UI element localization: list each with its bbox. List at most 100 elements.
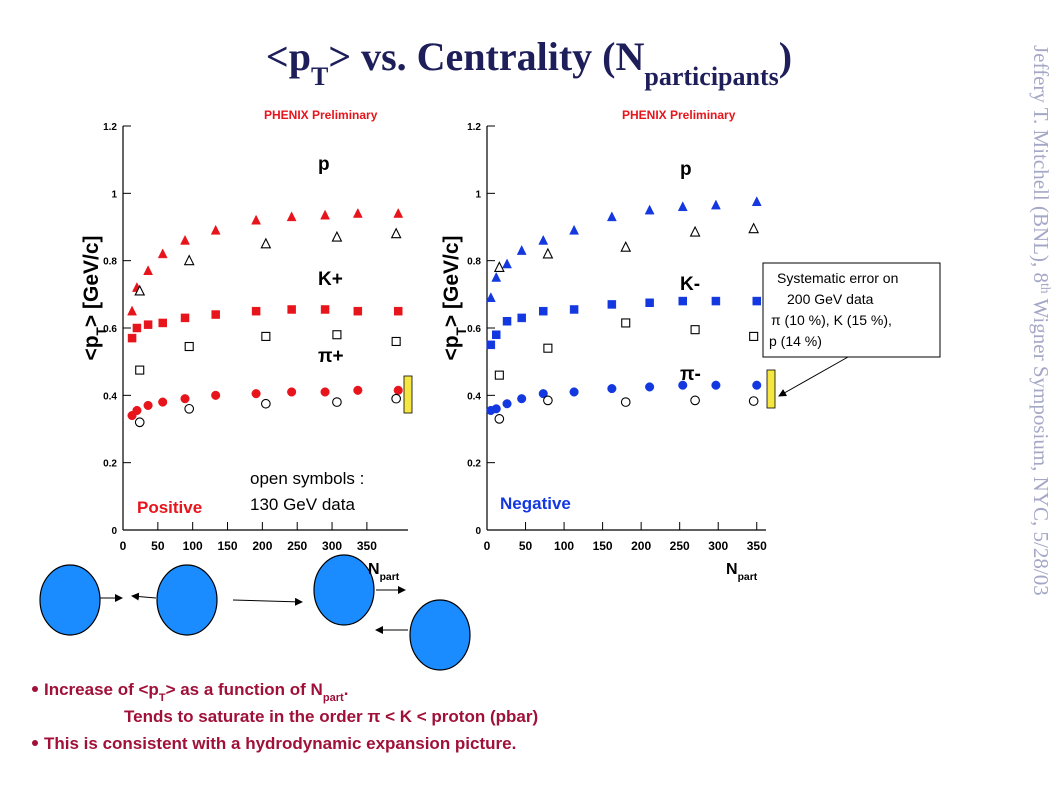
point [539, 306, 548, 316]
x-axis-label-part: N [368, 561, 380, 578]
slide-title-part: > vs. Centrality (N [328, 34, 644, 79]
point [390, 227, 402, 239]
slide-title: <pT> vs. Centrality (Nparticipants) [266, 34, 792, 91]
point [538, 389, 548, 399]
point [710, 199, 721, 210]
point [251, 306, 261, 316]
x-tick-label: 0 [484, 539, 491, 553]
point [569, 387, 579, 397]
annotation: PHENIX Preliminary [622, 108, 736, 122]
open-symbols-note: 130 GeV data [250, 495, 355, 514]
x-tick-label: 250 [670, 539, 690, 553]
point [320, 209, 330, 220]
point [134, 417, 145, 428]
series-label: K- [680, 274, 700, 295]
point [287, 387, 297, 397]
y-axis-label: <pT> [GeV/c] [440, 235, 469, 360]
panel-label: Positive [137, 498, 202, 517]
bullet [32, 686, 38, 692]
y-tick-label: 1.2 [103, 122, 117, 133]
point [286, 211, 297, 222]
systematic-note: p (14 %) [769, 333, 822, 349]
point [180, 234, 190, 245]
point [260, 398, 271, 409]
point [132, 323, 142, 333]
bullet-text-part: Tends to saturate in the order π < K < p… [124, 707, 538, 726]
series-label: π- [680, 364, 701, 385]
point [494, 370, 504, 380]
point [491, 404, 501, 414]
point [485, 292, 496, 302]
point [352, 207, 363, 218]
point [158, 397, 168, 407]
point [517, 394, 527, 404]
systematic-note: 200 GeV data [787, 291, 874, 307]
bullet-text: This is consistent with a hydrodynamic e… [44, 734, 516, 753]
point [542, 247, 554, 259]
y-tick-label: 0 [111, 526, 117, 537]
note-arrow [778, 356, 849, 397]
point [569, 224, 579, 235]
point [157, 248, 168, 259]
point [711, 296, 721, 306]
x-tick-label: 300 [322, 539, 342, 553]
point [353, 385, 363, 395]
point [491, 330, 501, 339]
x-tick-label: 200 [631, 539, 651, 553]
y-tick-label: 0.2 [467, 459, 481, 470]
nucleus [156, 564, 218, 636]
point [493, 261, 505, 272]
x-tick-label: 150 [218, 539, 238, 553]
point [184, 341, 194, 352]
point [331, 230, 343, 242]
point [132, 405, 142, 416]
point [211, 310, 220, 319]
point [260, 237, 272, 249]
x-tick-label: 50 [151, 539, 165, 553]
point [751, 196, 762, 206]
y-axis-label-part: T [94, 326, 109, 335]
bullet-text-part: This is consistent with a hydrodynamic e… [44, 734, 516, 753]
annotation: PHENIX Preliminary [264, 108, 378, 122]
y-tick-label: 0.2 [103, 459, 117, 470]
y-tick-label: 0.8 [467, 257, 481, 268]
point [183, 254, 195, 266]
x-tick-label: 350 [747, 539, 767, 553]
point [644, 204, 655, 215]
x-axis-label: Npart [368, 561, 400, 583]
x-tick-label: 200 [252, 539, 272, 553]
bullet [32, 740, 38, 746]
point [517, 313, 526, 323]
point [180, 394, 190, 404]
point [677, 201, 688, 212]
point [391, 393, 402, 404]
point [261, 331, 271, 341]
point [690, 325, 700, 335]
point [134, 284, 146, 296]
point [620, 240, 632, 252]
point [538, 234, 549, 245]
nucleus [409, 599, 471, 671]
series-label: p [680, 159, 692, 180]
point [607, 300, 617, 309]
point [393, 385, 403, 395]
point [748, 222, 760, 234]
series-label: K+ [318, 269, 343, 290]
point [127, 305, 137, 316]
point [690, 395, 700, 406]
point [251, 389, 261, 399]
nucleus-diagram [39, 554, 471, 671]
point [516, 245, 527, 255]
x-axis-label-part: N [726, 561, 738, 578]
point [678, 296, 688, 306]
point [689, 225, 701, 237]
point [184, 403, 195, 414]
bullet-text-part: part [323, 692, 344, 704]
point [127, 333, 137, 343]
x-tick-label: 300 [708, 539, 728, 553]
point [645, 382, 655, 392]
y-axis-label-part: > [GeV/c] [80, 235, 103, 327]
bullet-text: Increase of <pT> as a function of Npart. [44, 680, 348, 704]
